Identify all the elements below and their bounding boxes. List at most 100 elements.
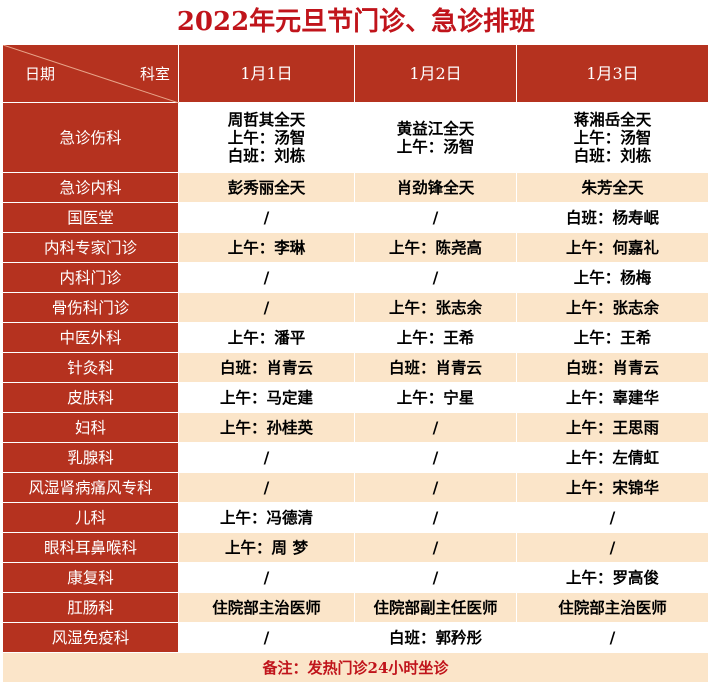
- schedule-cell: 黄益江全天 上午：汤智: [354, 102, 517, 173]
- schedule-line: 上午：陈尧高: [388, 237, 482, 257]
- schedule-line: /: [609, 537, 616, 557]
- schedule-cell: 白班：杨寿岷: [516, 202, 709, 233]
- schedule-line: 白班：杨寿岷: [565, 207, 659, 227]
- header-row: 日期 科室 1月1日 1月2日 1月3日: [2, 44, 709, 103]
- schedule-line: /: [432, 477, 439, 497]
- schedule-line: 上午：辜建华: [565, 387, 659, 407]
- schedule-line: 上午：张志余: [388, 297, 482, 317]
- schedule-cell: 上午：孙桂英: [178, 412, 355, 443]
- schedule-line: 上午：汤智: [227, 127, 306, 147]
- schedule-line: 上午：王希: [396, 327, 475, 347]
- header-corner: 日期 科室: [2, 44, 179, 103]
- schedule-line: /: [263, 567, 270, 587]
- schedule-cell: 白班：肖青云: [178, 352, 355, 383]
- department-name: 中医外科: [2, 322, 179, 353]
- department-name: 妇科: [2, 412, 179, 443]
- table-row: 内科专家门诊 上午：李琳 上午：陈尧高 上午：何嘉礼: [2, 232, 709, 263]
- department-name: 内科门诊: [2, 262, 179, 293]
- schedule-line: /: [432, 417, 439, 437]
- schedule-cell: 上午：陈尧高: [354, 232, 517, 263]
- schedule-line: /: [432, 447, 439, 467]
- schedule-line: 上午：左倩虹: [565, 447, 659, 467]
- schedule-line: 上午：汤智: [573, 127, 652, 147]
- schedule-line: 住院部主治医师: [558, 597, 667, 617]
- schedule-line: 住院部副主任医师: [373, 597, 498, 617]
- schedule-line: /: [263, 627, 270, 647]
- schedule-cell: 上午：辜建华: [516, 382, 709, 413]
- schedule-cell: 住院部主治医师: [516, 592, 709, 623]
- schedule-line: /: [432, 567, 439, 587]
- schedule-cell: /: [354, 442, 517, 473]
- schedule-cell: 上午：张志余: [354, 292, 517, 323]
- schedule-line: 上午：潘平: [227, 327, 306, 347]
- schedule-cell: /: [354, 532, 517, 563]
- schedule-line: /: [432, 207, 439, 227]
- department-name: 急诊内科: [2, 172, 179, 203]
- schedule-line: 肖劲锋全天: [396, 177, 475, 197]
- schedule-line: /: [432, 537, 439, 557]
- date-header-3: 1月3日: [516, 44, 709, 103]
- schedule-line: 上午：杨梅: [573, 267, 652, 287]
- table-row: 急诊伤科 周哲其全天 上午：汤智 白班：刘栋 黄益江全天 上午：汤智 蒋湘岳全天 上午：汤智白…: [2, 102, 709, 173]
- schedule-cell: /: [178, 622, 355, 653]
- schedule-cell: 上午：左倩虹: [516, 442, 709, 473]
- table-row: 骨伤科门诊 / 上午：张志余 上午：张志余: [2, 292, 709, 323]
- schedule-line: 上午：李琳: [227, 237, 306, 257]
- schedule-cell: 蒋湘岳全天 上午：汤智 白班：刘栋: [516, 102, 709, 173]
- date-header-2: 1月2日: [354, 44, 517, 103]
- corner-diagonal: [3, 45, 179, 103]
- page-title: 2022年元旦节门诊、急诊排班: [176, 7, 536, 37]
- schedule-cell: 上午：潘平: [178, 322, 355, 353]
- table-row: 急诊内科 彭秀丽全天 肖劲锋全天 朱芳全天: [2, 172, 709, 203]
- schedule-line: 彭秀丽全天: [227, 177, 306, 197]
- schedule-line: 上午：王希: [573, 327, 652, 347]
- department-name: 急诊伤科: [2, 102, 179, 173]
- schedule-line: 白班：肖青云: [219, 357, 313, 377]
- table-row: 内科门诊 / / 上午：杨梅: [2, 262, 709, 293]
- schedule-cell: /: [354, 562, 517, 593]
- schedule-line: 白班：刘栋: [227, 145, 306, 165]
- schedule-line: 上午：冯德清: [219, 507, 313, 527]
- schedule-line: /: [263, 447, 270, 467]
- schedule-cell: /: [178, 562, 355, 593]
- schedule-cell: 上午：王思雨: [516, 412, 709, 443]
- table-row: 肛肠科 住院部主治医师 住院部副主任医师 住院部主治医师: [2, 592, 709, 623]
- schedule-cell: 上午：周 梦: [178, 532, 355, 563]
- schedule-cell: /: [516, 502, 709, 533]
- department-name: 风湿肾病痛风专科: [2, 472, 179, 503]
- schedule-cell: /: [178, 202, 355, 233]
- schedule-cell: 上午：宁星: [354, 382, 517, 413]
- schedule-line: 周哲其全天: [227, 109, 306, 129]
- schedule-cell: /: [178, 442, 355, 473]
- schedule-cell: 肖劲锋全天: [354, 172, 517, 203]
- table-row: 儿科 上午：冯德清 / /: [2, 502, 709, 533]
- department-name: 乳腺科: [2, 442, 179, 473]
- department-name: 儿科: [2, 502, 179, 533]
- schedule-cell: 上午：李琳: [178, 232, 355, 263]
- schedule-cell: 周哲其全天 上午：汤智 白班：刘栋: [178, 102, 355, 173]
- schedule-cell: 白班：郭矜彤: [354, 622, 517, 653]
- schedule-line: 白班：郭矜彤: [388, 627, 482, 647]
- schedule-cell: /: [354, 472, 517, 503]
- footnote: 备注：发热门诊24小时坐诊: [2, 652, 709, 683]
- schedule-line: 住院部主治医师: [212, 597, 321, 617]
- schedule-line: /: [609, 507, 616, 527]
- schedule-cell: 住院部副主任医师: [354, 592, 517, 623]
- table-row: 针灸科 白班：肖青云 白班：肖青云 白班：肖青云: [2, 352, 709, 383]
- schedule-cell: /: [516, 532, 709, 563]
- schedule-line: /: [432, 267, 439, 287]
- schedule-cell: /: [354, 202, 517, 233]
- department-name: 眼科耳鼻喉科: [2, 532, 179, 563]
- table-row: 康复科 / / 上午：罗高俊: [2, 562, 709, 593]
- schedule-cell: /: [516, 622, 709, 653]
- department-name: 内科专家门诊: [2, 232, 179, 263]
- schedule-line: 蒋湘岳全天: [573, 109, 652, 129]
- schedule-line: 上午：宁星: [396, 387, 475, 407]
- schedule-line: /: [432, 507, 439, 527]
- schedule-line: 朱芳全天: [581, 177, 644, 197]
- schedule-line: 上午：张志余: [565, 297, 659, 317]
- schedule-line: /: [609, 627, 616, 647]
- department-name: 针灸科: [2, 352, 179, 383]
- schedule-line: 白班：肖青云: [388, 357, 482, 377]
- schedule-cell: 上午：王希: [516, 322, 709, 353]
